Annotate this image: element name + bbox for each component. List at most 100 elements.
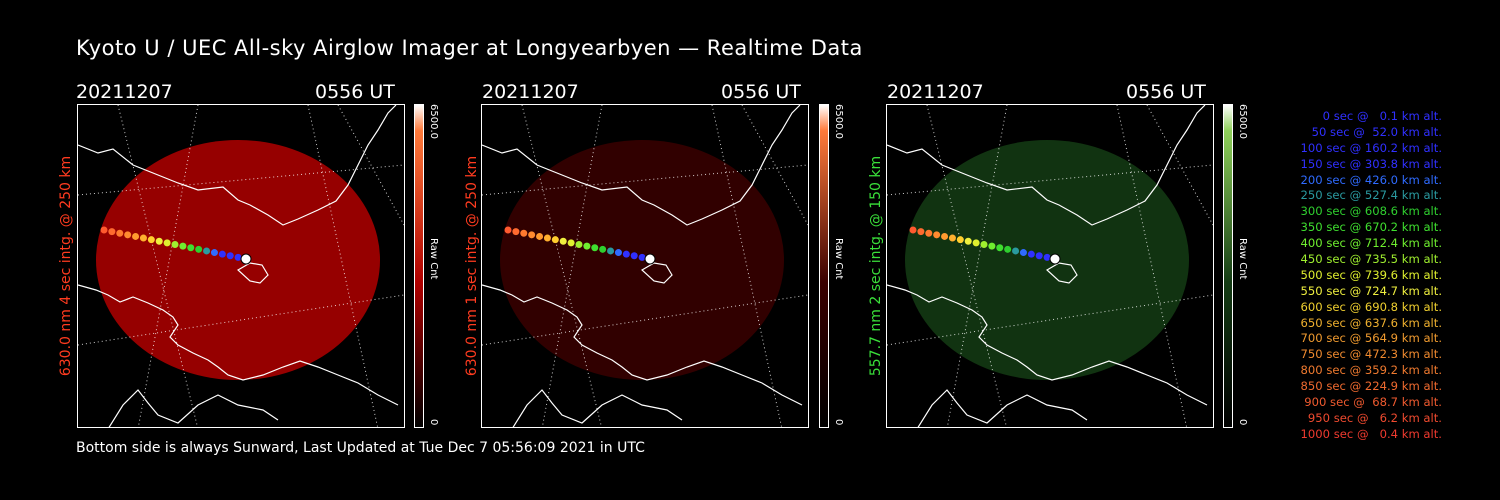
trajectory-point (218, 250, 226, 258)
panel1-date: 20211207 (76, 81, 173, 103)
trajectory-point (543, 234, 551, 242)
trajectory-point (941, 232, 949, 240)
grid-line (541, 105, 603, 427)
trajectory-point (630, 252, 638, 260)
trajectory-point (187, 244, 195, 252)
legend-entry: 800 sec @ 359.2 km alt. (1300, 363, 1442, 378)
trajectory-point (583, 242, 591, 250)
legend-entry: 850 sec @ 224.9 km alt. (1300, 379, 1442, 394)
legend-entry: 550 sec @ 724.7 km alt. (1300, 283, 1442, 298)
panel3-colorbar-unit: Raw Cnt (1237, 238, 1248, 280)
coastline (78, 105, 397, 226)
trajectory-point (240, 253, 252, 265)
legend-entry: 350 sec @ 670.2 km alt. (1300, 220, 1442, 235)
panel2-colorbar-unit: Raw Cnt (833, 238, 844, 280)
trajectory-point (567, 239, 575, 247)
grid-line (1146, 105, 1213, 226)
panel3-time: 0556 UT (1126, 81, 1206, 103)
panel2-allsky-map (481, 104, 809, 428)
trajectory-point (132, 232, 140, 240)
panel1-colorbar-min: 0 (428, 419, 439, 426)
grid-line (887, 164, 1213, 196)
panel2-colorbar (819, 104, 829, 428)
grid-line (137, 105, 199, 427)
legend-entry: 200 sec @ 426.0 km alt. (1300, 172, 1442, 187)
trajectory-point (203, 247, 211, 255)
grid-line (1116, 105, 1188, 427)
trajectory-point (559, 237, 567, 245)
grid-line (307, 105, 379, 427)
trajectory-point (179, 242, 187, 250)
trajectory-point (551, 236, 559, 244)
grid-line (741, 105, 808, 226)
trajectory-point (638, 253, 646, 261)
footer-status: Bottom side is always Sunward, Last Upda… (76, 440, 645, 456)
panel2-colorbar-min: 0 (833, 419, 844, 426)
coastline (887, 284, 1208, 406)
panel2-side-label: 630.0 nm 1 sec intg. @ 250 km (464, 155, 480, 377)
trajectory-point (100, 226, 108, 234)
panel3-side-label: 557.7 nm 2 sec intg. @ 150 km (868, 155, 884, 377)
panel2-colorbar-max: 6500.0 (833, 104, 844, 139)
map-canvas (78, 105, 404, 427)
trajectory-point (607, 247, 615, 255)
trajectory-point (1043, 253, 1051, 261)
trajectory-point (147, 236, 155, 244)
panel3-colorbar-min: 0 (1237, 419, 1248, 426)
legend-entry: 900 sec @ 68.7 km alt. (1304, 395, 1442, 410)
coastline (482, 105, 801, 226)
coastline (512, 389, 683, 427)
trajectory-point (1035, 252, 1043, 260)
legend-entry: 650 sec @ 637.6 km alt. (1300, 315, 1442, 330)
legend-entry: 1000 sec @ 0.4 km alt. (1300, 426, 1442, 441)
legend-entry: 950 sec @ 6.2 km alt. (1307, 410, 1442, 425)
trajectory-point (996, 244, 1004, 252)
trajectory-point (575, 241, 583, 248)
trajectory-point (948, 234, 956, 242)
legend-entry: 50 sec @ 52.0 km alt. (1307, 124, 1442, 139)
panel2-date: 20211207 (482, 81, 579, 103)
coastline (482, 284, 803, 406)
trajectory-point (964, 237, 972, 245)
panel1-allsky-map (77, 104, 405, 428)
grid-line (337, 105, 404, 226)
trajectory-point (917, 228, 925, 236)
grid-line (887, 294, 1213, 346)
trajectory-point (520, 229, 528, 237)
trajectory-point (933, 231, 941, 239)
map-canvas (482, 105, 808, 427)
legend-entry: 450 sec @ 735.5 km alt. (1300, 252, 1442, 267)
trajectory-point (1027, 250, 1035, 258)
panel1-colorbar (414, 104, 424, 428)
coastline (78, 284, 399, 406)
trajectory-point (163, 239, 171, 247)
legend-entry: 400 sec @ 712.4 km alt. (1300, 236, 1442, 251)
legend-entry: 250 sec @ 527.4 km alt. (1300, 188, 1442, 203)
trajectory-point (988, 242, 996, 250)
trajectory-point (226, 252, 234, 260)
trajectory-point (116, 229, 124, 237)
trajectory-legend: 0 sec @ 0.1 km alt. 50 sec @ 52.0 km alt… (1262, 109, 1442, 443)
panel1-colorbar-max: 6500.0 (428, 104, 439, 139)
panel1-colorbar-unit: Raw Cnt (428, 238, 439, 280)
trajectory-point (599, 245, 607, 253)
trajectory-point (1012, 247, 1020, 255)
coastline (1045, 262, 1078, 284)
panel3-colorbar-max: 6500.0 (1237, 104, 1248, 139)
trajectory-point (528, 231, 536, 239)
grid-line (711, 105, 783, 427)
grid-line (482, 294, 808, 346)
legend-entry: 750 sec @ 472.3 km alt. (1300, 347, 1442, 362)
trajectory-point (644, 253, 656, 265)
page-title: Kyoto U / UEC All-sky Airglow Imager at … (76, 36, 863, 60)
trajectory-point (614, 249, 622, 257)
panel2-time: 0556 UT (721, 81, 801, 103)
legend-entry: 0 sec @ 0.1 km alt. (1315, 109, 1442, 123)
grid-line (78, 164, 404, 196)
trajectory-point (195, 245, 203, 253)
legend-entry: 150 sec @ 303.8 km alt. (1300, 156, 1442, 171)
coastline (108, 389, 279, 427)
coastline (917, 389, 1088, 427)
trajectory-point (972, 239, 980, 247)
trajectory-point (171, 241, 179, 248)
